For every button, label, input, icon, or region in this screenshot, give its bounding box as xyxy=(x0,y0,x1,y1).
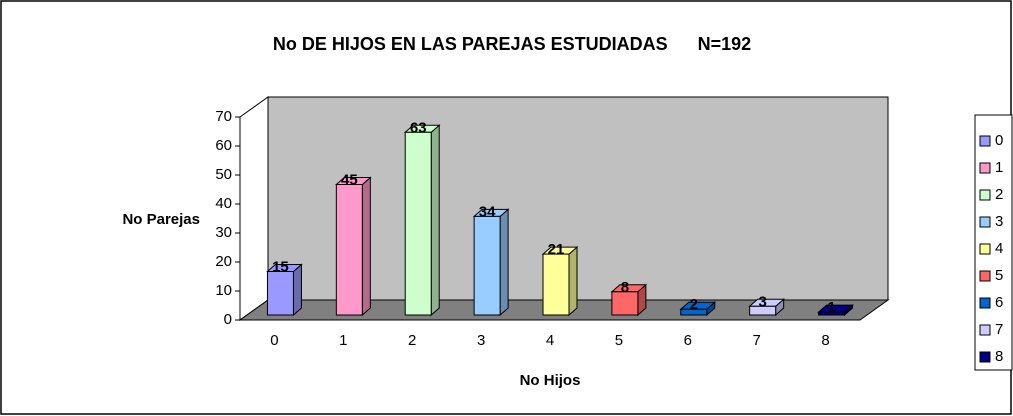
x-tick-label: 2 xyxy=(408,332,416,349)
bar-side-shade xyxy=(706,302,715,315)
bar-side-shade xyxy=(431,125,440,315)
y-tick-label: 60 xyxy=(215,137,232,154)
y-tick-label: 70 xyxy=(215,108,232,125)
y-tick-label: 30 xyxy=(215,224,232,241)
bar-side-shade xyxy=(500,209,509,315)
x-tick-label: 8 xyxy=(821,332,829,349)
y-tick-label: 10 xyxy=(215,282,232,299)
legend-label: 7 xyxy=(995,321,1003,338)
y-tick-label: 40 xyxy=(215,195,232,212)
x-tick-label: 1 xyxy=(339,332,347,349)
data-label: 21 xyxy=(548,241,565,258)
data-label: 63 xyxy=(410,119,427,136)
legend xyxy=(974,114,1013,371)
legend-swatch xyxy=(979,189,991,201)
bar xyxy=(749,305,777,316)
x-axis-label: No Hijos xyxy=(520,372,581,389)
bar-side-shade xyxy=(637,284,646,315)
y-tick-label: 50 xyxy=(215,166,232,183)
y-tick-label: 0 xyxy=(224,311,232,328)
bar xyxy=(611,291,639,316)
bar-side-shade xyxy=(293,264,302,315)
data-label: 45 xyxy=(341,171,358,188)
back-wall xyxy=(267,96,889,301)
bar xyxy=(266,271,294,316)
legend-swatch xyxy=(979,324,991,336)
bar-side-shade xyxy=(362,177,371,315)
legend-label: 0 xyxy=(995,132,1003,149)
bar xyxy=(818,311,846,316)
legend-label: 2 xyxy=(995,186,1003,203)
legend-label: 8 xyxy=(995,348,1003,365)
bar xyxy=(542,253,570,316)
legend-label: 3 xyxy=(995,213,1003,230)
data-label: 2 xyxy=(690,296,698,313)
bar xyxy=(473,215,501,316)
y-axis-label: No Parejas xyxy=(122,211,200,228)
chart-title: No DE HIJOS EN LAS PAREJAS ESTUDIADAS N=… xyxy=(273,34,751,54)
legend-swatch xyxy=(979,351,991,363)
x-tick-label: 3 xyxy=(477,332,485,349)
legend-swatch xyxy=(979,270,991,282)
legend-swatch xyxy=(979,216,991,228)
data-label: 8 xyxy=(621,279,629,296)
legend-label: 1 xyxy=(995,159,1003,176)
bar xyxy=(404,131,432,316)
x-tick-label: 5 xyxy=(615,332,623,349)
x-tick-label: 6 xyxy=(684,332,692,349)
legend-swatch xyxy=(979,135,991,147)
bar-side-shade xyxy=(844,305,853,315)
legend-swatch xyxy=(979,297,991,309)
bar xyxy=(680,308,708,316)
data-label: 34 xyxy=(479,203,496,220)
x-tick-label: 7 xyxy=(752,332,760,349)
data-label: 15 xyxy=(272,258,289,275)
y-tick-label: 20 xyxy=(215,253,232,270)
legend-label: 4 xyxy=(995,240,1003,257)
data-label: 1 xyxy=(827,299,835,316)
legend-label: 6 xyxy=(995,294,1003,311)
data-label: 3 xyxy=(758,293,766,310)
x-tick-label: 4 xyxy=(546,332,554,349)
bar xyxy=(335,184,363,316)
legend-swatch xyxy=(979,162,991,174)
legend-swatch xyxy=(979,243,991,255)
legend-label: 5 xyxy=(995,267,1003,284)
bar-side-shade xyxy=(569,247,577,315)
x-tick-label: 0 xyxy=(270,332,278,349)
bar-side-shade xyxy=(775,299,784,315)
left-wall xyxy=(239,96,269,321)
